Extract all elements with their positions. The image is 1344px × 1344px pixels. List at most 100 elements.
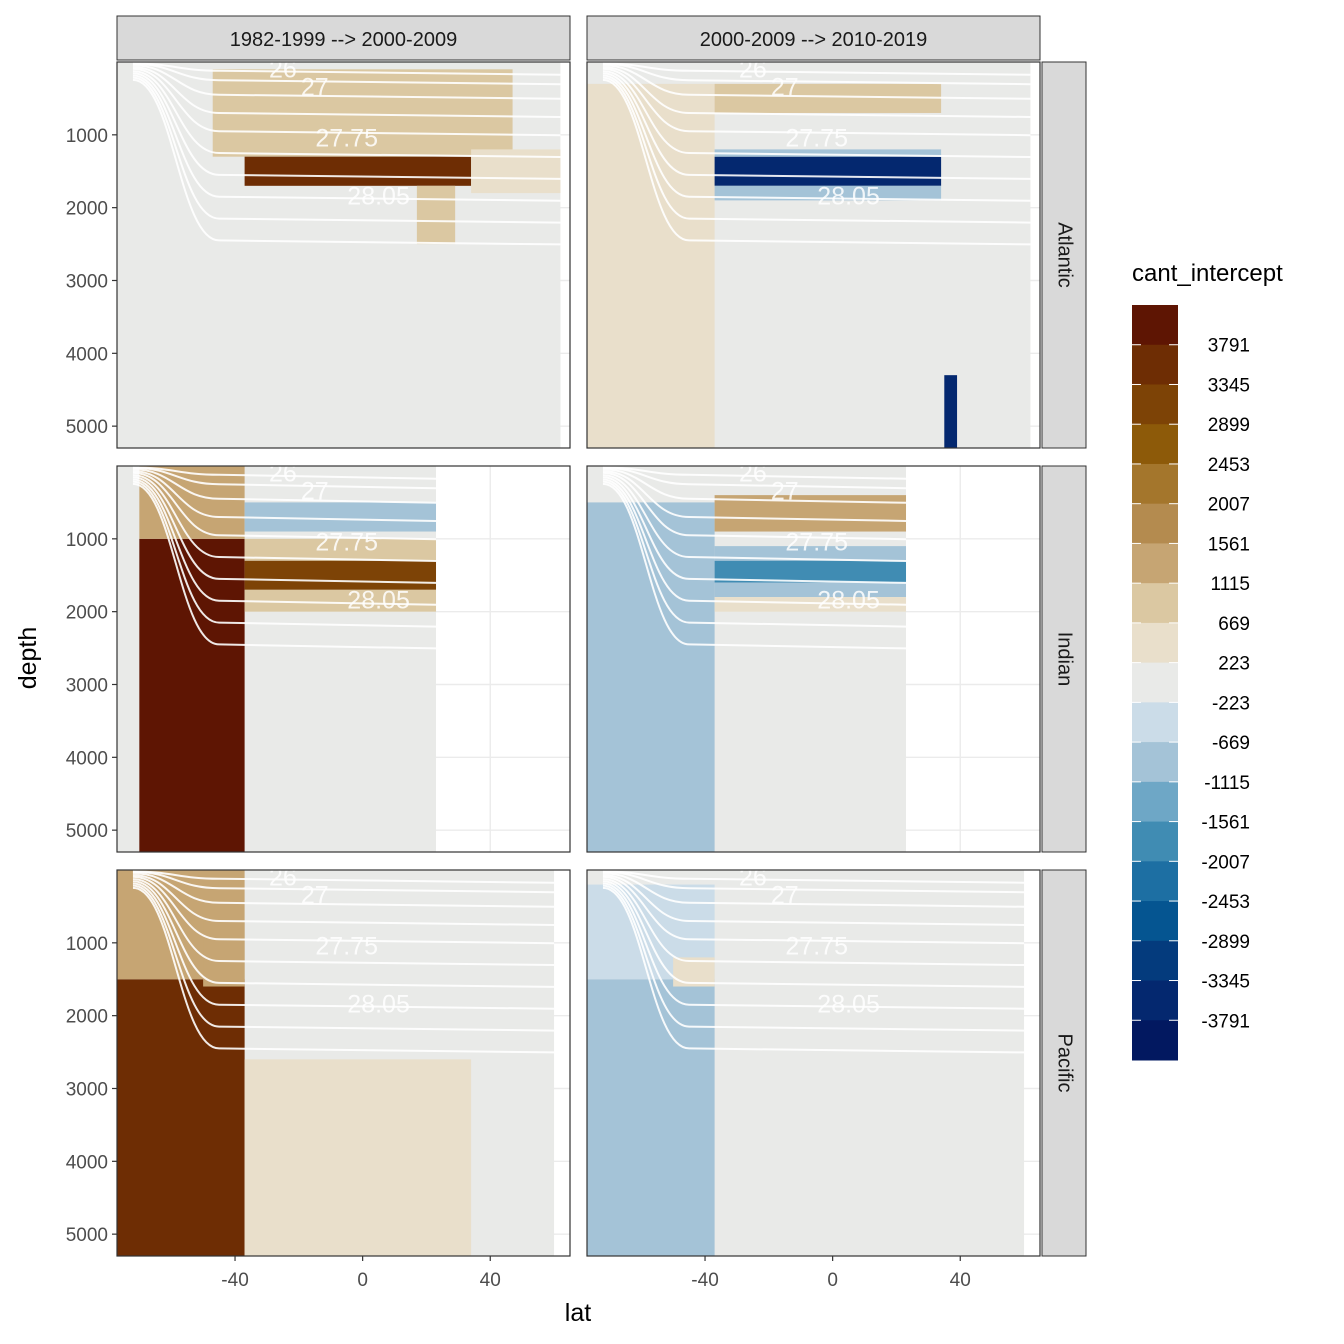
heatmap-cell xyxy=(139,538,245,852)
legend-color-bin xyxy=(1132,583,1178,624)
legend-label: -223 xyxy=(1212,693,1250,714)
x-axis-title: lat xyxy=(565,1299,591,1327)
y-tick-label: 5000 xyxy=(66,821,108,842)
heatmap-cells xyxy=(587,466,907,852)
y-tick-label: 3000 xyxy=(66,675,108,696)
density-contour-label: 27.75 xyxy=(785,528,848,556)
density-contour-label: 26 xyxy=(269,863,297,891)
legend-label: 1115 xyxy=(1211,574,1250,595)
y-tick-label: 2000 xyxy=(66,199,108,220)
panel-border xyxy=(586,465,1041,853)
density-contour-line xyxy=(132,64,561,100)
row-strip-label: Atlantic xyxy=(1054,222,1076,288)
legend-color-bin xyxy=(1132,662,1178,703)
column-strip xyxy=(586,15,1041,61)
density-contour-line xyxy=(602,878,1025,967)
legend-label: -2007 xyxy=(1201,852,1250,873)
density-contour-line xyxy=(132,884,555,1032)
heatmap-cell xyxy=(244,538,437,561)
y-tick-label: 5000 xyxy=(66,417,108,438)
density-contour-line xyxy=(132,78,561,246)
density-contour-label: 27 xyxy=(301,73,329,101)
density-contour-line xyxy=(132,70,561,159)
legend-color-bin xyxy=(1132,980,1178,1021)
y-tick-label: 1000 xyxy=(66,126,108,147)
x-tick-label: 0 xyxy=(357,1270,368,1291)
heatmap-cells xyxy=(587,62,1031,448)
density-contour-line xyxy=(132,468,437,504)
legend-label: 2007 xyxy=(1208,495,1250,516)
density-contour-line xyxy=(602,78,1031,246)
density-contour-label: 26 xyxy=(269,55,297,83)
heatmap-cell xyxy=(587,83,715,448)
y-tick-label: 3000 xyxy=(66,271,108,292)
panel-border xyxy=(586,61,1041,449)
density-contour-line xyxy=(602,70,1031,159)
column-strip xyxy=(116,15,571,61)
density-contour-line xyxy=(132,471,437,541)
density-contour-line xyxy=(132,470,437,522)
legend-label: 223 xyxy=(1218,654,1250,675)
heatmap-cell xyxy=(244,589,437,612)
density-contour-line xyxy=(132,872,555,908)
density-contour-label: 28.05 xyxy=(347,587,410,615)
legend-label: -2899 xyxy=(1201,932,1250,953)
density-contour-line xyxy=(602,466,907,490)
legend-color-bin xyxy=(1132,543,1178,584)
legend-label: 669 xyxy=(1218,614,1250,635)
heatmap-cell xyxy=(244,156,472,186)
density-contour-label: 28.05 xyxy=(817,183,880,211)
density-contour-line xyxy=(602,884,1025,1032)
legend-title: cant_intercept xyxy=(1132,260,1283,287)
density-contour-line xyxy=(132,880,555,988)
x-tick-label: -40 xyxy=(691,1270,718,1291)
density-contour-label: 28.05 xyxy=(347,991,410,1019)
x-tick-label: 0 xyxy=(827,1270,838,1291)
density-contour-label: 27 xyxy=(771,73,799,101)
y-tick-label: 5000 xyxy=(66,1225,108,1246)
density-contour-line xyxy=(132,870,555,894)
facet-strips: 1982-1999 --> 2000-2009 2000-2009 --> 201… xyxy=(116,15,1087,1257)
column-strip-label: 2000-2009 --> 2010-2019 xyxy=(700,29,927,51)
legend-label: -3791 xyxy=(1201,1011,1250,1032)
heatmap-cell xyxy=(244,502,437,532)
x-tick-label: -40 xyxy=(221,1270,248,1291)
density-contour-label: 26 xyxy=(739,55,767,83)
density-contour-line xyxy=(602,476,907,584)
density-contour-line xyxy=(602,882,1025,1010)
density-contour-line xyxy=(132,74,561,202)
legend-colorbar xyxy=(1132,305,1178,1061)
density-contour-line xyxy=(602,870,1025,894)
density-contour-label: 27 xyxy=(301,881,329,909)
legend-color-bin xyxy=(1132,781,1178,823)
panel-border xyxy=(586,869,1041,1257)
density-contour-label: 28.05 xyxy=(817,587,880,615)
density-contour-line xyxy=(132,882,555,1010)
density-contour-line xyxy=(132,886,555,1054)
density-contour-line xyxy=(132,62,561,86)
density-contour-line xyxy=(602,875,1025,945)
density-contour-line xyxy=(602,886,1025,1054)
legend-color-bin xyxy=(1132,821,1178,862)
y-tick-label: 1000 xyxy=(66,530,108,551)
heatmap-cells xyxy=(587,870,1025,1256)
legend-label: 3791 xyxy=(1208,336,1250,357)
density-contour-label: 27.75 xyxy=(315,932,378,960)
density-contour-label: 28.05 xyxy=(817,991,880,1019)
heatmap-cell xyxy=(714,560,907,583)
density-contour-line xyxy=(602,880,1025,988)
y-tick-label: 3000 xyxy=(66,1079,108,1100)
density-contour-label: 26 xyxy=(739,863,767,891)
heatmap-cell xyxy=(244,1059,472,1256)
legend-label: -2453 xyxy=(1201,892,1250,913)
panel-border xyxy=(116,465,571,853)
axes: 1000200030004000500010002000300040005000… xyxy=(66,126,971,1291)
